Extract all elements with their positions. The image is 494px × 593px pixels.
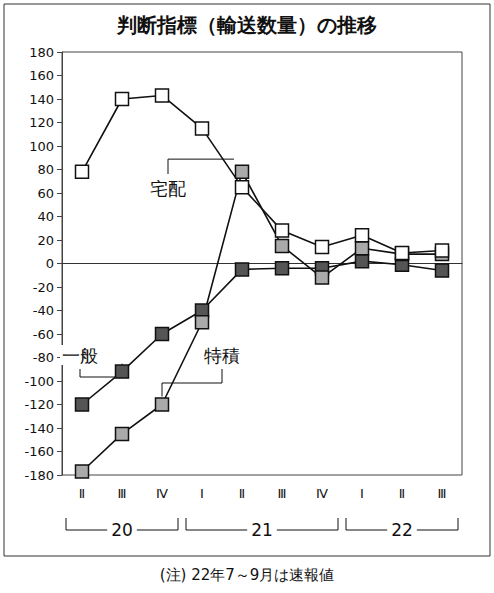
- svg-text:判断指標（輸送数量）の推移: 判断指標（輸送数量）の推移: [116, 13, 377, 37]
- svg-text:160: 160: [29, 68, 54, 83]
- svg-text:-60: -60: [33, 327, 54, 342]
- svg-text:Ⅲ: Ⅲ: [438, 486, 447, 501]
- svg-text:Ⅱ: Ⅱ: [79, 486, 85, 501]
- svg-text:100: 100: [29, 139, 54, 154]
- svg-text:一般: 一般: [62, 345, 98, 366]
- svg-text:-100: -100: [24, 374, 54, 389]
- svg-text:Ⅱ: Ⅱ: [239, 486, 245, 501]
- svg-text:-140: -140: [24, 421, 54, 436]
- svg-text:180: 180: [29, 45, 54, 60]
- svg-text:-180: -180: [24, 468, 54, 483]
- svg-text:Ⅳ: Ⅳ: [156, 486, 168, 501]
- svg-text:-20: -20: [33, 280, 54, 295]
- svg-text:Ⅳ: Ⅳ: [316, 486, 328, 501]
- svg-text:140: 140: [29, 92, 54, 107]
- svg-text:宅配: 宅配: [150, 178, 186, 199]
- svg-text:-120: -120: [24, 397, 54, 412]
- svg-text:Ⅲ: Ⅲ: [118, 486, 127, 501]
- svg-text:60: 60: [37, 186, 54, 201]
- svg-text:Ⅱ: Ⅱ: [399, 486, 405, 501]
- svg-text:(注) 22年7～9月は速報値: (注) 22年7～9月は速報値: [160, 566, 335, 584]
- svg-text:Ⅲ: Ⅲ: [278, 486, 287, 501]
- svg-text:20: 20: [111, 520, 133, 540]
- svg-text:-80: -80: [33, 350, 54, 365]
- svg-text:-40: -40: [33, 303, 54, 318]
- svg-text:特積: 特積: [204, 345, 240, 366]
- svg-text:20: 20: [37, 233, 54, 248]
- svg-text:Ⅰ: Ⅰ: [200, 486, 204, 501]
- svg-text:80: 80: [37, 162, 54, 177]
- svg-text:Ⅰ: Ⅰ: [360, 486, 364, 501]
- svg-text:21: 21: [251, 520, 273, 540]
- svg-text:-160: -160: [24, 444, 54, 459]
- svg-text:120: 120: [29, 115, 54, 130]
- svg-text:22: 22: [391, 520, 413, 540]
- svg-text:0: 0: [46, 256, 54, 271]
- svg-text:40: 40: [37, 209, 54, 224]
